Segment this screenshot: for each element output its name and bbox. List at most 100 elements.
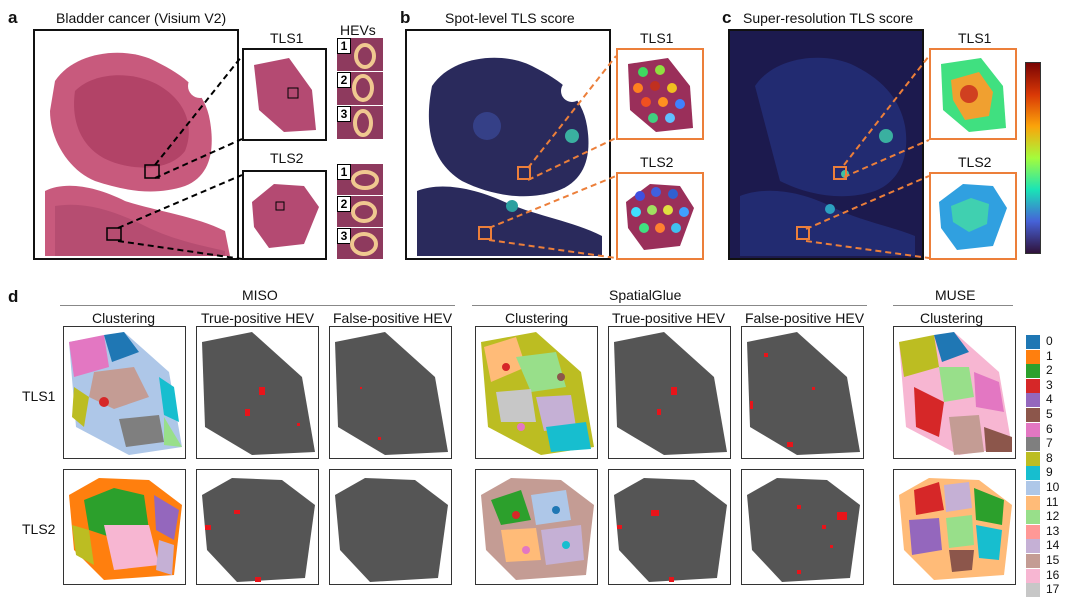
- legend-label: 6: [1046, 421, 1053, 436]
- legend-label: 16: [1046, 567, 1060, 582]
- panel-c-title: Super-resolution TLS score: [743, 10, 914, 26]
- panel-c-letter: c: [722, 8, 732, 27]
- legend-label: 8: [1046, 450, 1053, 465]
- hev-number: 2: [337, 72, 351, 88]
- group-spatialglue: SpatialGlue: [609, 287, 682, 303]
- col-miso-tp-hev: True-positive HEV: [201, 310, 315, 326]
- legend-swatch: [1026, 408, 1040, 422]
- legend-swatch: [1026, 524, 1040, 539]
- legend-label: 15: [1046, 553, 1060, 567]
- panel-b-title: Spot-level TLS score: [445, 10, 575, 26]
- hev-tile-1-3: 3: [337, 106, 383, 139]
- legend-swatch: [1026, 422, 1040, 437]
- muse-tls1-clustering: [893, 326, 1016, 459]
- hev-number: 3: [337, 106, 351, 122]
- hev-tile-2-3: 3: [337, 228, 383, 259]
- legend-swatch: [1026, 378, 1040, 393]
- legend-swatch: [1026, 554, 1040, 568]
- tls-score-colorbar: [1025, 62, 1041, 254]
- miso-tls1-fp-hev: [329, 326, 452, 459]
- miso-tls1-clustering: [63, 326, 186, 459]
- legend-label: 1: [1046, 348, 1053, 363]
- hev-tile-1-1: 1: [337, 38, 383, 71]
- panel-a-title: Bladder cancer (Visium V2): [56, 10, 227, 26]
- legend-swatch: [1026, 349, 1040, 364]
- legend-swatch: [1026, 539, 1040, 554]
- col-sg-fp-hev: False-positive HEV: [745, 310, 865, 326]
- miso-tls2-tp-hev: [196, 469, 319, 585]
- hev-number: 1: [337, 38, 351, 54]
- group-muse: MUSE: [935, 287, 976, 303]
- group-spatialglue-line: [472, 305, 867, 306]
- sg-tls1-fp-hev: [741, 326, 864, 459]
- legend-swatch: [1026, 335, 1040, 349]
- sg-tls2-clustering: [475, 469, 598, 585]
- legend-label: 10: [1046, 480, 1060, 494]
- miso-tls2-clustering: [63, 469, 186, 585]
- legend-swatch: [1026, 481, 1040, 495]
- muse-tls2-clustering: [893, 469, 1016, 585]
- tls1-he-zoom: [242, 48, 327, 141]
- legend-swatch: [1026, 364, 1040, 379]
- group-muse-line: [893, 305, 1013, 306]
- legend-swatch: [1026, 495, 1040, 510]
- legend-label: 17: [1046, 582, 1060, 597]
- hev-tile-2-1: 1: [337, 164, 383, 195]
- group-miso-line: [60, 305, 455, 306]
- sg-tls1-clustering: [475, 326, 598, 459]
- miso-tls1-tp-hev: [196, 326, 319, 459]
- whole-slide-he-image: [33, 29, 239, 260]
- legend-swatch: [1026, 451, 1040, 466]
- panel-a-tls2-label: TLS2: [270, 150, 304, 166]
- hev-number: 3: [337, 228, 351, 244]
- legend-label: 3: [1046, 377, 1053, 392]
- col-sg-clustering: Clustering: [505, 310, 569, 326]
- panel-a-letter: a: [8, 8, 18, 27]
- col-miso-clustering: Clustering: [92, 310, 156, 326]
- legend-swatch: [1026, 583, 1040, 597]
- panel-a-tls1-label: TLS1: [270, 30, 304, 46]
- super-resolution-score-map: [728, 29, 924, 260]
- row-tls2: TLS2: [22, 521, 56, 537]
- sg-tls2-fp-hev: [741, 469, 864, 585]
- legend-label: 0: [1046, 334, 1053, 348]
- legend-label: 5: [1046, 407, 1053, 421]
- panel-c-tls1-label: TLS1: [958, 30, 992, 46]
- tls2-superres-zoom: [929, 172, 1017, 260]
- tls2-spot-zoom: [616, 172, 704, 260]
- legend-swatch: [1026, 466, 1040, 481]
- group-miso: MISO: [242, 287, 278, 303]
- legend-label: 14: [1046, 538, 1060, 553]
- panel-c-tls2-label: TLS2: [958, 154, 992, 170]
- hev-number: 2: [337, 196, 351, 212]
- legend-label: 12: [1046, 509, 1060, 524]
- miso-tls2-fp-hev: [329, 469, 452, 585]
- tls1-superres-zoom: [929, 48, 1017, 140]
- col-sg-tp-hev: True-positive HEV: [612, 310, 726, 326]
- spot-level-score-map: [405, 29, 611, 260]
- legend-label: 7: [1046, 436, 1053, 451]
- hev-tile-2-2: 2: [337, 196, 383, 227]
- sg-tls2-tp-hev: [608, 469, 731, 585]
- sg-tls1-tp-hev: [608, 326, 731, 459]
- panel-d-letter: d: [8, 287, 19, 306]
- col-miso-fp-hev: False-positive HEV: [333, 310, 453, 326]
- panel-b-letter: b: [400, 8, 411, 27]
- panel-b-tls2-label: TLS2: [640, 154, 674, 170]
- legend-label: 9: [1046, 465, 1053, 480]
- col-muse-clustering: Clustering: [920, 310, 984, 326]
- legend-label: 2: [1046, 363, 1053, 378]
- panel-a-hevs-label: HEVs: [340, 22, 376, 38]
- legend-swatch: [1026, 568, 1040, 583]
- panel-b-tls1-label: TLS1: [640, 30, 674, 46]
- legend-swatch: [1026, 510, 1040, 525]
- tls1-spot-zoom: [616, 48, 704, 140]
- tls2-he-zoom: [242, 170, 327, 260]
- legend-swatch: [1026, 393, 1040, 408]
- legend-label: 4: [1046, 392, 1053, 407]
- legend-label: 11: [1046, 494, 1059, 509]
- legend-label: 13: [1046, 523, 1060, 538]
- hev-tile-1-2: 2: [337, 72, 383, 105]
- row-tls1: TLS1: [22, 388, 56, 404]
- legend-swatch: [1026, 437, 1040, 452]
